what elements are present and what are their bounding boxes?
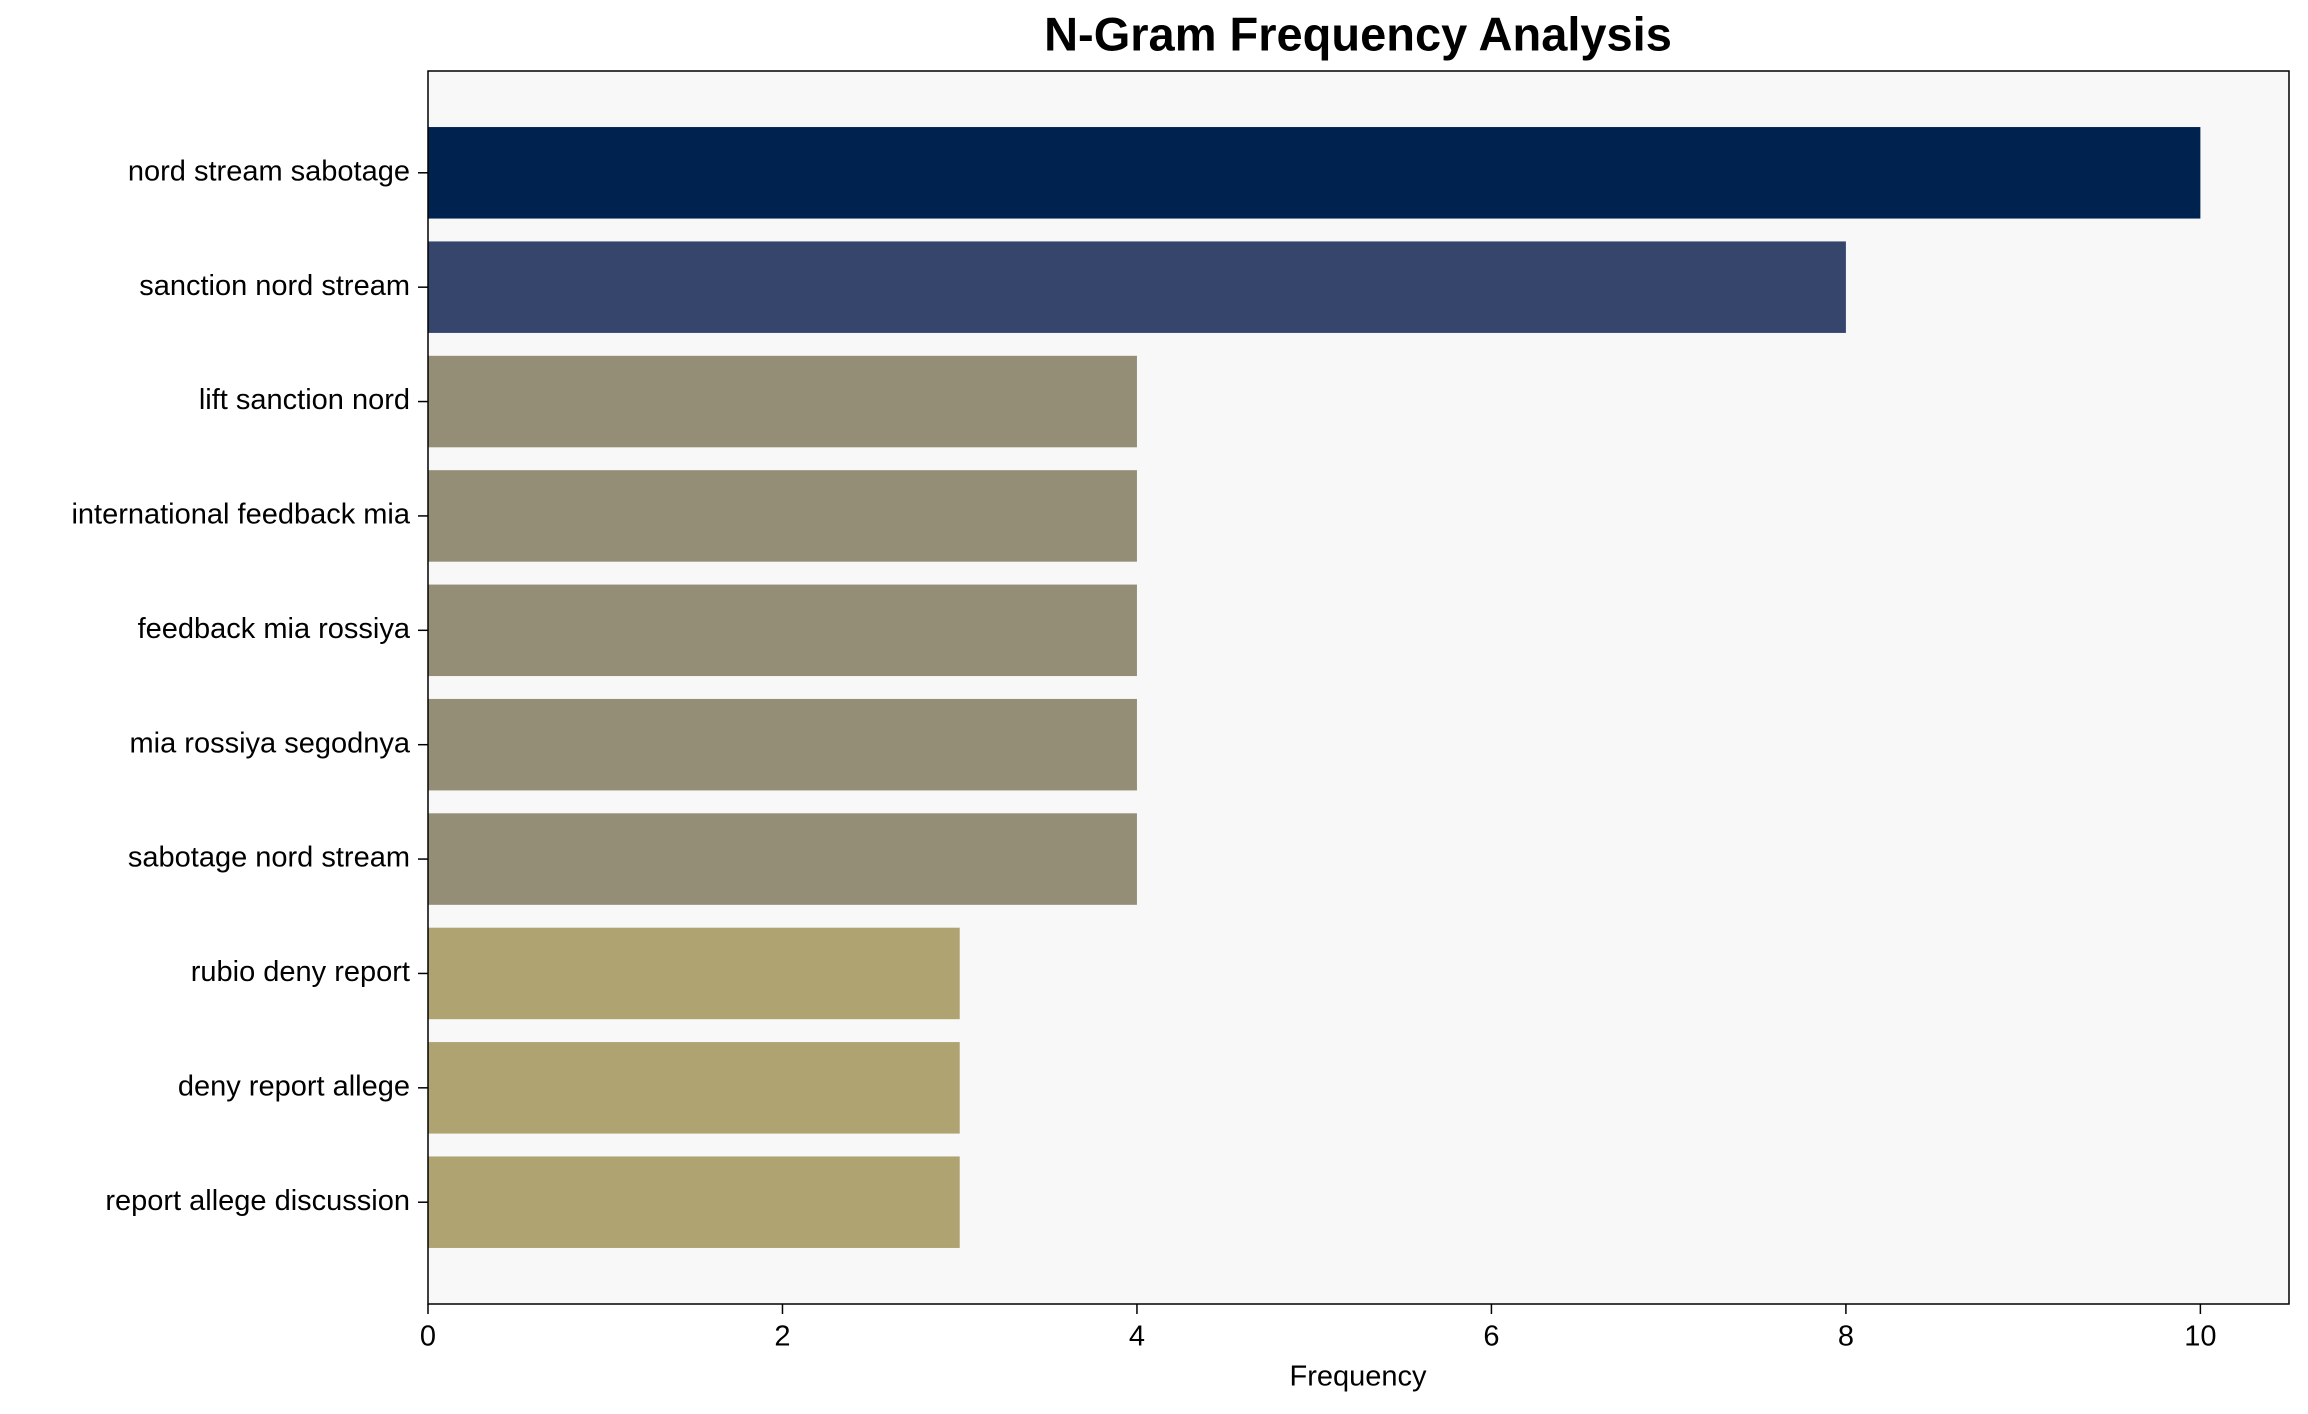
y-tick-label: lift sanction nord (199, 384, 410, 416)
chart-title: N-Gram Frequency Analysis (1044, 7, 1672, 60)
y-tick-label: sanction nord stream (139, 270, 410, 302)
x-tick-label: 10 (2184, 1321, 2216, 1353)
y-tick-label: rubio deny report (191, 956, 410, 988)
bar (428, 813, 1137, 905)
bar (428, 584, 1137, 677)
bar (428, 241, 1846, 333)
plot-frame (427, 70, 2290, 1305)
bar (428, 1156, 960, 1248)
y-tick-label: feedback mia rossiya (138, 613, 411, 645)
bar (428, 355, 1137, 448)
y-tick-label: deny report allege (178, 1070, 410, 1102)
bar (428, 127, 2201, 219)
bar (428, 927, 960, 1020)
y-tick-label: mia rossiya segodnya (130, 727, 411, 759)
x-tick-label: 2 (774, 1321, 790, 1353)
y-tick-label: report allege discussion (105, 1185, 410, 1217)
y-tick-label: sabotage nord stream (128, 842, 410, 874)
y-tick-label: international feedback mia (71, 499, 410, 531)
bar (428, 698, 1137, 791)
bar (428, 470, 1137, 562)
x-tick-label: 8 (1838, 1321, 1854, 1353)
x-tick-label: 6 (1483, 1321, 1499, 1353)
x-axis-label: Frequency (1289, 1361, 1427, 1393)
x-tick-label: 4 (1129, 1321, 1145, 1353)
x-tick-label: 0 (420, 1321, 436, 1353)
bar (428, 1042, 960, 1134)
y-tick-label: nord stream sabotage (128, 155, 410, 187)
